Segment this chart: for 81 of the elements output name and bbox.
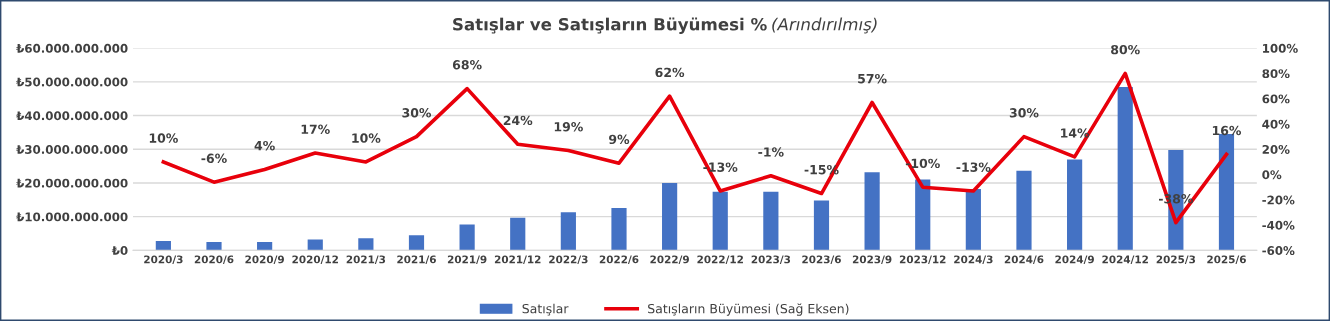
x-tick-label: 2022/9 xyxy=(650,255,689,265)
data-label: 80% xyxy=(1111,44,1140,55)
y2-tick-label: -40% xyxy=(1262,220,1295,230)
bar xyxy=(662,182,678,251)
bar xyxy=(459,224,475,251)
bar xyxy=(1218,134,1235,251)
bar xyxy=(611,207,627,251)
x-tick-label: 2020/3 xyxy=(144,255,183,265)
chart-subtitle: (Arındırılmış) xyxy=(772,17,877,34)
y2-tick-label: -60% xyxy=(1262,246,1295,256)
x-tick-label: 2023/9 xyxy=(852,255,892,265)
bar xyxy=(864,172,880,251)
data-label: 30% xyxy=(1009,108,1039,118)
x-tick-label: 2023/3 xyxy=(751,255,791,265)
x-tick-label: 2024/12 xyxy=(1102,255,1148,265)
y2-tick-label: 60% xyxy=(1262,94,1290,104)
x-tick-label: 2024/3 xyxy=(954,255,993,265)
data-label: 19% xyxy=(554,121,583,132)
y2-tick-label: 20% xyxy=(1262,144,1290,154)
x-tick-label: 2021/3 xyxy=(346,255,386,265)
y-tick-label: ₺0 xyxy=(111,246,128,256)
y2-tick-label: 40% xyxy=(1262,119,1290,129)
legend-label: Satışlar xyxy=(522,303,569,316)
x-tick-label: 2020/12 xyxy=(292,255,338,265)
x-tick-label: 2020/6 xyxy=(194,255,234,265)
bar xyxy=(257,241,273,251)
data-label: 9% xyxy=(609,134,630,145)
y2-tick-label: 80% xyxy=(1262,69,1290,79)
x-tick-label: 2023/12 xyxy=(899,255,946,265)
x-tick-label: 2025/3 xyxy=(1156,255,1196,265)
data-label: -1% xyxy=(758,147,784,157)
x-tick-label: 2020/9 xyxy=(245,255,284,265)
x-tick-label: 2021/12 xyxy=(494,255,541,265)
y-tick-label: ₺10.000.000.000 xyxy=(16,212,128,222)
y-tick-label: ₺60.000.000.000 xyxy=(16,43,128,53)
data-label: 57% xyxy=(858,73,887,84)
x-tick-label: 2022/12 xyxy=(697,255,743,265)
y-tick-label: ₺40.000.000.000 xyxy=(16,111,128,121)
bar xyxy=(1067,159,1083,251)
x-tick-label: 2024/9 xyxy=(1055,255,1094,265)
data-label: -38% xyxy=(1158,194,1194,204)
data-label: 17% xyxy=(301,124,330,134)
y-tick-label: ₺20.000.000.000 xyxy=(16,178,128,188)
bar xyxy=(510,217,526,251)
bar xyxy=(1016,170,1032,251)
data-label: -6% xyxy=(201,153,227,164)
data-label: 68% xyxy=(452,60,482,70)
data-label: 62% xyxy=(655,67,685,78)
y2-tick-label: 100% xyxy=(1263,43,1298,53)
legend-label: Satışların Büyümesi (Sağ Eksen) xyxy=(648,303,849,316)
y2-tick-label: 0% xyxy=(1262,170,1282,180)
data-label: 10% xyxy=(352,133,381,143)
bar xyxy=(712,191,728,251)
bar xyxy=(560,212,576,251)
y2-tick-label: -20% xyxy=(1262,195,1295,205)
x-tick-label: 2022/3 xyxy=(549,255,588,265)
data-label: 16% xyxy=(1212,125,1242,136)
bar xyxy=(965,189,981,251)
bar xyxy=(155,240,171,251)
chart-title: Satışlar ve Satışların Büyümesi % xyxy=(453,17,767,34)
data-label: 10% xyxy=(149,133,178,143)
data-label: 24% xyxy=(503,115,533,126)
y-tick-label: ₺50.000.000.000 xyxy=(16,77,128,87)
bar xyxy=(307,239,323,251)
y-tick-label: ₺30.000.000.000 xyxy=(16,144,128,154)
bar xyxy=(915,179,931,251)
data-label: 4% xyxy=(254,140,275,151)
x-tick-label: 2025/6 xyxy=(1207,255,1246,265)
bar xyxy=(763,191,779,251)
bar xyxy=(1117,86,1133,251)
data-label: 30% xyxy=(402,108,432,118)
bar xyxy=(206,241,222,251)
data-label: -13% xyxy=(956,162,991,172)
x-tick-label: 2022/6 xyxy=(599,255,639,265)
x-tick-label: 2024/6 xyxy=(1004,255,1044,265)
bar xyxy=(813,200,830,251)
x-tick-label: 2021/6 xyxy=(397,255,436,265)
bar xyxy=(358,238,374,251)
bar xyxy=(408,235,425,251)
x-tick-label: 2021/9 xyxy=(447,255,487,265)
x-tick-label: 2023/6 xyxy=(802,255,841,265)
